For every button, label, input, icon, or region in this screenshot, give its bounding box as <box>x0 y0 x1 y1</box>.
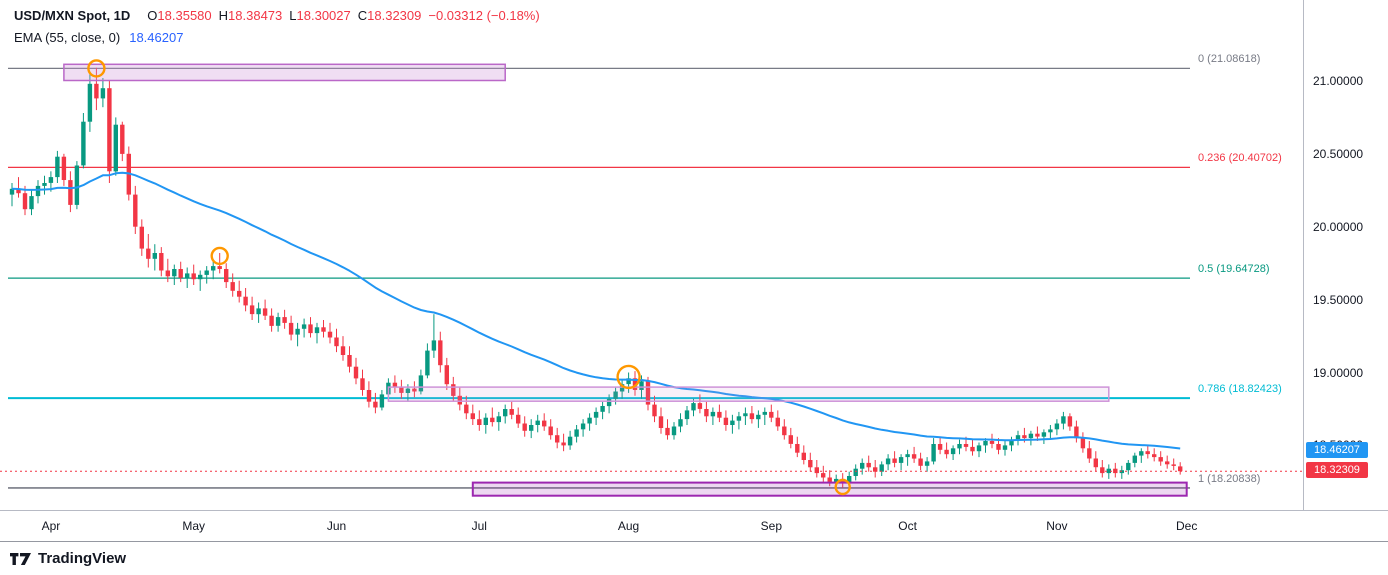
indicator-value: 18.46207 <box>129 30 184 45</box>
ema-line[interactable] <box>11 171 1181 450</box>
indicator-row: EMA (55, close, 0) 18.46207 <box>14 30 540 45</box>
open-label: O <box>147 8 158 23</box>
close-value: 18.32309 <box>367 8 422 23</box>
symbol-title[interactable]: USD/MXN Spot, 1D <box>14 8 131 23</box>
fib-level-label: 0.236 (20.40702) <box>1198 152 1282 165</box>
event-circle[interactable] <box>87 59 106 78</box>
month-label: Jun <box>326 519 347 533</box>
price-axis[interactable]: 21.00000 20.50000 20.00000 19.50000 19.00000… <box>1303 0 1388 541</box>
chart-legend: USD/MXN Spot, 1D O18.35580 H18.38473 L18.30… <box>14 8 540 45</box>
low-value: 18.30027 <box>296 8 351 23</box>
month-label: Dec <box>1176 519 1198 533</box>
month-label: Sep <box>760 519 782 533</box>
month-label: Apr <box>41 519 61 533</box>
tradingview-logo-text: TradingView <box>38 550 127 567</box>
low-label: L <box>289 8 297 23</box>
price-tick-label: 19.00000 <box>1313 365 1364 380</box>
price-tick-label: 20.50000 <box>1313 146 1364 161</box>
price-tick-label: 21.00000 <box>1313 73 1364 88</box>
event-circle[interactable] <box>834 478 851 496</box>
last-price-badge: 18.32309 <box>1306 462 1368 479</box>
change-value: −0.03312 (−0.18%) <box>428 8 540 23</box>
month-label: May <box>182 519 206 533</box>
month-label: Jul <box>471 519 487 533</box>
fib-level-label: 0.5 (19.64728) <box>1198 263 1270 276</box>
highlight-box[interactable] <box>63 63 506 82</box>
month-label: Aug <box>617 519 640 533</box>
time-axis[interactable]: Apr May Jun Jul Aug Sep Oct Nov Dec <box>0 510 1388 541</box>
month-label: Oct <box>898 519 917 533</box>
indicator-title[interactable]: EMA (55, close, 0) <box>14 30 121 45</box>
event-circle[interactable] <box>616 364 641 390</box>
open-value: 18.35580 <box>157 8 212 23</box>
tradingview-logo[interactable]: TradingView <box>10 550 126 567</box>
price-tick-label: 19.50000 <box>1313 292 1364 307</box>
fib-level-label: 0.786 (18.82423) <box>1198 383 1282 396</box>
month-label: Nov <box>1046 519 1068 533</box>
event-circle[interactable] <box>210 246 229 266</box>
fib-level-label: 0 (21.08618) <box>1198 53 1261 66</box>
ema-price-badge: 18.46207 <box>1306 441 1368 458</box>
close-label: C <box>357 8 368 23</box>
highlight-box[interactable] <box>471 481 1188 497</box>
high-label: H <box>218 8 229 23</box>
highlight-box[interactable] <box>387 386 1110 402</box>
fib-level-label: 1 (18.20838) <box>1198 472 1261 485</box>
high-value: 18.38473 <box>228 8 283 23</box>
tradingview-logo-icon <box>10 552 31 565</box>
price-tick-label: 20.00000 <box>1313 219 1364 234</box>
footer-bar: TradingView <box>0 541 1388 575</box>
symbol-ohlc-row: USD/MXN Spot, 1D O18.35580 H18.38473 L18.30… <box>14 8 540 23</box>
